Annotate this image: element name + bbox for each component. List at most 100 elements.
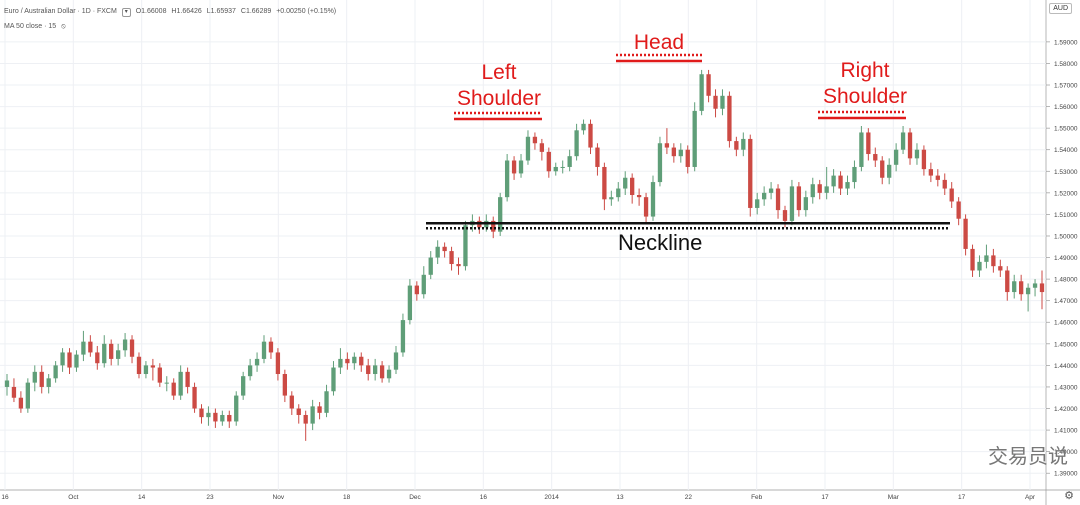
candle-body xyxy=(11,386,17,398)
time-tick-label: 22 xyxy=(685,494,693,501)
candle-body xyxy=(727,95,732,142)
candle-body xyxy=(1039,283,1045,293)
candle-body xyxy=(241,376,246,396)
candle-body xyxy=(331,367,336,392)
candle-body xyxy=(25,382,30,409)
candle-body xyxy=(991,255,996,267)
time-tick-label: 16 xyxy=(1,494,9,501)
candle-body xyxy=(748,138,753,208)
price-tick-label: 1.57000 xyxy=(1054,83,1078,90)
candle-body xyxy=(463,225,468,267)
watermark: 交易员说 xyxy=(988,446,1068,468)
time-tick-label: Mar xyxy=(888,494,900,501)
candle-body xyxy=(206,412,211,418)
price-tick-label: 1.59000 xyxy=(1054,39,1078,46)
candle-body xyxy=(755,199,760,208)
candle-body xyxy=(122,339,128,351)
chevron-down-icon[interactable]: ▾ xyxy=(121,8,131,17)
candle-body xyxy=(88,341,93,353)
candle-body xyxy=(525,136,531,161)
candle-body xyxy=(956,201,961,219)
price-tick-label: 1.56000 xyxy=(1054,104,1078,111)
candle-body xyxy=(602,166,607,200)
candle-body xyxy=(852,166,857,183)
currency-tag[interactable]: AUD xyxy=(1049,3,1072,14)
candle-body xyxy=(456,264,461,267)
candle-body xyxy=(491,220,496,232)
candle-body xyxy=(1025,287,1031,295)
candle-body xyxy=(373,365,378,375)
price-tick-label: 1.49000 xyxy=(1054,255,1078,262)
candle-body xyxy=(1032,283,1038,288)
price-tick-label: 1.51000 xyxy=(1054,212,1078,219)
candle-body xyxy=(630,177,635,196)
candle-body xyxy=(616,188,621,198)
price-tick-label: 1.42000 xyxy=(1054,406,1078,413)
candle-body xyxy=(261,341,267,359)
ohlc-high: H1.66426 xyxy=(171,8,202,15)
candle-body xyxy=(317,406,322,413)
candle-body xyxy=(178,371,183,396)
candle-body xyxy=(379,365,385,379)
candle-body xyxy=(60,352,65,366)
candle-body xyxy=(1012,281,1017,293)
candle-body xyxy=(595,147,600,167)
candle-body xyxy=(303,414,308,424)
time-tick-label: 18 xyxy=(343,494,351,501)
head-label: Head xyxy=(633,31,685,54)
candle-body xyxy=(636,195,642,198)
candle-body xyxy=(581,123,586,131)
candle-body xyxy=(692,110,697,167)
time-tick-label: 23 xyxy=(206,494,214,501)
candle-body xyxy=(359,356,364,366)
candle-body xyxy=(213,412,218,422)
candle-body xyxy=(400,320,406,353)
candle-body xyxy=(109,343,114,359)
candle-body xyxy=(720,95,725,109)
candle-body xyxy=(664,143,670,148)
ohlc-low: L1.65937 xyxy=(206,8,236,15)
candle-body xyxy=(275,352,281,375)
candle-body xyxy=(157,367,162,383)
candle-body xyxy=(428,257,433,275)
candle-body xyxy=(32,371,37,383)
candle-body xyxy=(254,358,260,366)
time-axis[interactable]: 16 Oct 14 23 Nov 18 Dec 16 2014 13 22 Feb 17 Mar 17 Apr xyxy=(1,494,1036,501)
candle-body xyxy=(567,156,572,167)
price-tick-label: 1.58000 xyxy=(1054,61,1078,68)
candle-body xyxy=(796,186,802,211)
price-tick-label: 1.53000 xyxy=(1054,169,1078,176)
candle-body xyxy=(46,378,51,387)
price-tick-label: 1.46000 xyxy=(1054,320,1078,327)
candle-body xyxy=(95,352,100,364)
candle-body xyxy=(164,382,169,384)
time-tick-label: 13 xyxy=(616,494,624,501)
candle-body xyxy=(741,138,746,150)
candle-body xyxy=(407,285,413,321)
price-axis[interactable]: 1.59000 1.58000 1.57000 1.56000 1.55000 1.540… xyxy=(1046,39,1078,478)
candle-body xyxy=(1005,270,1010,293)
eye-hidden-icon[interactable]: ⦸ xyxy=(61,23,66,30)
time-tick-label: 17 xyxy=(821,494,829,501)
candle-body xyxy=(998,266,1003,271)
candle-body xyxy=(268,341,274,353)
candle-body xyxy=(150,365,156,368)
candle-body xyxy=(546,151,551,172)
candle-body xyxy=(706,74,711,96)
ohlc-change: +0.00250 (+0.15%) xyxy=(276,8,337,15)
candle-body xyxy=(4,380,10,387)
indicator-label[interactable]: MA 50 close · 15 xyxy=(4,23,57,30)
candle-body xyxy=(866,132,871,155)
symbol-title[interactable]: Euro / Australian Dollar · 1D · FXCM xyxy=(4,8,117,15)
chart-legend: Euro / Australian Dollar · 1D · FXCM ▾ O… xyxy=(4,4,339,34)
candle-body xyxy=(761,192,767,200)
gear-icon[interactable]: ⚙ xyxy=(1064,490,1074,502)
time-tick-label: 14 xyxy=(138,494,146,501)
candle-body xyxy=(657,143,663,183)
right-shoulder-label: Right Shoulder xyxy=(822,59,908,108)
candle-body xyxy=(928,169,934,176)
candle-body xyxy=(963,218,968,249)
candle-body xyxy=(907,132,913,159)
